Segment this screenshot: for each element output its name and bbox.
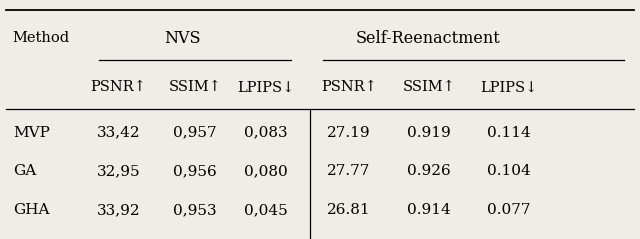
- Text: SSIM↑: SSIM↑: [169, 80, 221, 94]
- Text: NVS: NVS: [164, 30, 201, 47]
- Text: 26.81: 26.81: [327, 203, 371, 217]
- Text: 33,42: 33,42: [97, 126, 140, 140]
- Text: 0,957: 0,957: [173, 126, 217, 140]
- Text: Method: Method: [13, 31, 70, 45]
- Text: 0.914: 0.914: [407, 203, 451, 217]
- Text: LPIPS↓: LPIPS↓: [237, 80, 294, 94]
- Text: 0,956: 0,956: [173, 164, 217, 178]
- Text: 32,95: 32,95: [97, 164, 140, 178]
- Text: 0,080: 0,080: [244, 164, 287, 178]
- Text: SSIM↑: SSIM↑: [403, 80, 455, 94]
- Text: 0.104: 0.104: [487, 164, 531, 178]
- Text: 0.077: 0.077: [487, 203, 531, 217]
- Text: PSNR↑: PSNR↑: [90, 80, 147, 94]
- Text: 0.926: 0.926: [407, 164, 451, 178]
- Text: 27.19: 27.19: [327, 126, 371, 140]
- Text: 0,953: 0,953: [173, 203, 217, 217]
- Text: 0,045: 0,045: [244, 203, 287, 217]
- Text: GHA: GHA: [13, 203, 49, 217]
- Text: 0,083: 0,083: [244, 126, 287, 140]
- Text: 33,92: 33,92: [97, 203, 140, 217]
- Text: MVP: MVP: [13, 126, 50, 140]
- Text: 27.77: 27.77: [327, 164, 371, 178]
- Text: Self-Reenactment: Self-Reenactment: [355, 30, 500, 47]
- Text: GA: GA: [13, 164, 36, 178]
- Text: LPIPS↓: LPIPS↓: [480, 80, 538, 94]
- Text: PSNR↑: PSNR↑: [321, 80, 377, 94]
- Text: 0.919: 0.919: [407, 126, 451, 140]
- Text: 0.114: 0.114: [487, 126, 531, 140]
